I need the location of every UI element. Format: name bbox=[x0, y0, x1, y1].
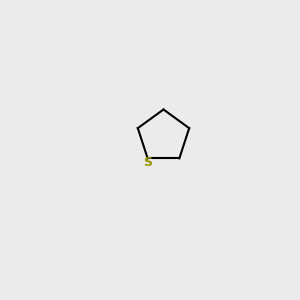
Text: S: S bbox=[143, 156, 152, 169]
